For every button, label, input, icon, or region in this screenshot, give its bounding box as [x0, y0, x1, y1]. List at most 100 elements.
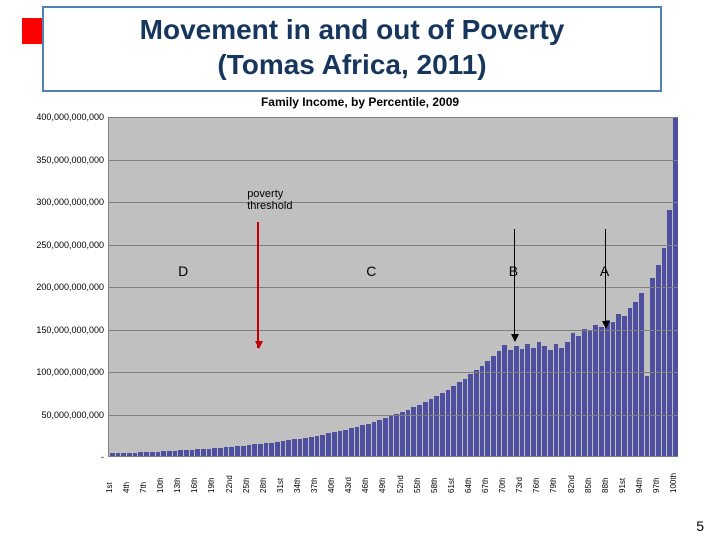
bar	[667, 210, 672, 456]
bar	[207, 449, 212, 456]
bar	[531, 348, 536, 456]
y-tick-label: -	[14, 452, 104, 462]
bar	[474, 370, 479, 456]
x-tick-label: 1st	[105, 482, 114, 493]
x-tick-label: 52nd	[396, 475, 405, 493]
bar	[229, 447, 234, 456]
bar	[349, 428, 354, 456]
accent-bar	[22, 18, 44, 44]
x-tick-label: 58th	[430, 477, 439, 493]
bar	[320, 435, 325, 456]
bar	[241, 446, 246, 456]
bar	[502, 345, 507, 456]
x-tick-label: 7th	[139, 482, 148, 493]
x-axis-labels: 1st4th7th10th13th16th19th22nd25th28th31s…	[108, 459, 678, 493]
bar	[212, 448, 217, 456]
x-tick-label: 79th	[549, 477, 558, 493]
y-tick-label: 300,000,000,000	[14, 197, 104, 207]
bar	[315, 436, 320, 456]
arrow-A	[605, 229, 606, 328]
bar	[446, 390, 451, 456]
title-line-1: Movement in and out of Poverty	[56, 12, 648, 47]
bar	[616, 314, 621, 456]
x-tick-label: 49th	[378, 477, 387, 493]
bar	[144, 452, 149, 456]
bar	[167, 451, 172, 456]
bar	[235, 446, 240, 456]
bar	[173, 451, 178, 456]
x-tick-label: 94th	[635, 477, 644, 493]
bar	[326, 433, 331, 456]
bar	[281, 441, 286, 456]
bar	[429, 399, 434, 456]
bar	[150, 452, 155, 456]
x-tick-label: 67th	[481, 477, 490, 493]
bar	[434, 396, 439, 456]
bar	[178, 450, 183, 456]
bar	[400, 412, 405, 456]
bar	[508, 350, 513, 456]
bar	[389, 416, 394, 456]
bar	[514, 346, 519, 456]
bar	[309, 437, 314, 456]
x-tick-label: 100th	[669, 473, 678, 493]
bar	[269, 443, 274, 456]
y-tick-label: 200,000,000,000	[14, 282, 104, 292]
bar	[201, 449, 206, 456]
x-tick-label: 43rd	[344, 477, 353, 493]
region-label-D: D	[178, 263, 188, 279]
bar	[645, 376, 650, 457]
bar	[656, 265, 661, 456]
gridline	[109, 372, 678, 373]
arrow-B	[514, 229, 515, 341]
bar	[133, 453, 138, 456]
x-tick-label: 25th	[242, 477, 251, 493]
y-tick-label: 250,000,000,000	[14, 240, 104, 250]
x-tick-label: 31st	[276, 478, 285, 493]
y-tick-label: 100,000,000,000	[14, 367, 104, 377]
x-tick-label: 22nd	[225, 475, 234, 493]
bar	[338, 431, 343, 456]
gridline	[109, 117, 678, 118]
bar	[588, 331, 593, 456]
chart: Family Income, by Percentile, 2009 pover…	[30, 95, 690, 495]
bar	[497, 351, 502, 456]
gridline	[109, 287, 678, 288]
bar	[582, 329, 587, 456]
poverty-threshold-arrow	[257, 222, 259, 348]
bar	[639, 293, 644, 456]
bar	[463, 379, 468, 456]
bar	[264, 443, 269, 456]
bar	[218, 448, 223, 456]
bar	[622, 316, 627, 456]
bar	[576, 336, 581, 456]
bar	[258, 444, 263, 456]
bar	[195, 449, 200, 456]
bar	[121, 453, 126, 456]
bar	[303, 438, 308, 456]
bar	[406, 410, 411, 456]
bar	[571, 333, 576, 456]
x-tick-label: 88th	[601, 477, 610, 493]
bar	[525, 344, 530, 456]
x-tick-label: 97th	[652, 477, 661, 493]
x-tick-label: 46th	[361, 477, 370, 493]
bar	[383, 418, 388, 456]
bar	[252, 444, 257, 456]
slide-number: 5	[696, 518, 704, 534]
bar	[360, 425, 365, 456]
bar	[127, 453, 132, 456]
x-tick-label: 64th	[464, 477, 473, 493]
bar	[650, 278, 655, 456]
bar	[286, 440, 291, 456]
y-tick-label: 150,000,000,000	[14, 325, 104, 335]
bar	[224, 447, 229, 456]
bar	[275, 442, 280, 456]
bar	[491, 356, 496, 456]
x-tick-label: 34th	[293, 477, 302, 493]
bar	[480, 366, 485, 456]
x-tick-label: 55th	[413, 477, 422, 493]
bar	[298, 439, 303, 456]
bar	[565, 342, 570, 456]
bar	[394, 414, 399, 456]
